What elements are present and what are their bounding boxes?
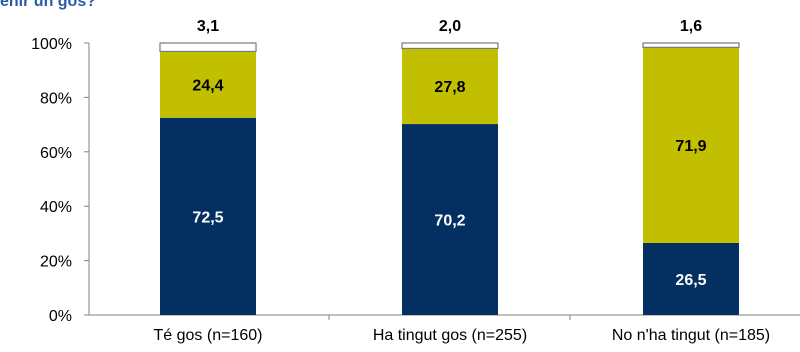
y-tick-label: 20% [40, 254, 72, 271]
data-label: 72,5 [192, 209, 223, 226]
bar-segment [643, 47, 739, 243]
data-label: 2,0 [439, 18, 461, 35]
bar-segment [643, 242, 739, 315]
data-label: 71,9 [675, 138, 706, 155]
y-tick-label: 60% [40, 145, 72, 162]
data-label: 1,6 [680, 18, 702, 35]
y-tick-label: 40% [40, 199, 72, 216]
category-label: Té gos (n=160) [154, 327, 263, 344]
bar-segment [401, 42, 499, 50]
category-label: No n'ha tingut (n=185) [612, 327, 770, 344]
bar-segment [642, 42, 740, 48]
data-label: 24,4 [192, 78, 223, 95]
bar-segment [159, 42, 257, 53]
bar-segment [402, 48, 498, 125]
data-label: 27,8 [434, 79, 465, 96]
data-label: 26,5 [675, 272, 706, 289]
y-tick-label: 100% [31, 36, 72, 53]
y-tick-label: 80% [40, 90, 72, 107]
chart-title: enir un gos? [0, 0, 96, 10]
bar-segment [160, 117, 256, 315]
data-label: 70,2 [434, 213, 465, 230]
data-label: 3,1 [197, 18, 219, 35]
category-label: Ha tingut gos (n=255) [373, 327, 527, 344]
bar-segment [160, 51, 256, 118]
y-tick-label: 0% [49, 308, 72, 325]
bar-segment [402, 124, 498, 315]
